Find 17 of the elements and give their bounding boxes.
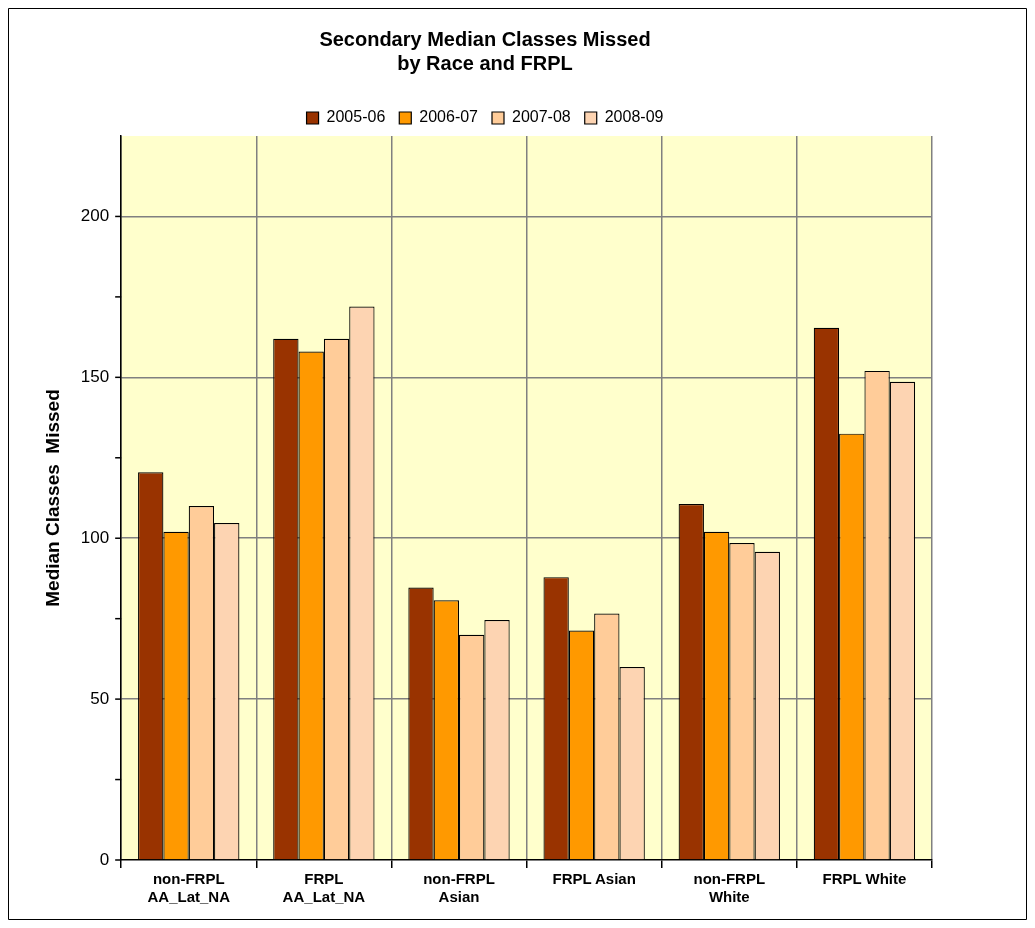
- y-tick-label: 50: [90, 688, 110, 708]
- y-tick-label: 200: [80, 206, 110, 226]
- x-tick-label: non-FRPL Asian: [423, 870, 495, 906]
- y-axis-title: Median Classes Missed: [41, 389, 63, 607]
- y-tick-label: 150: [80, 367, 110, 387]
- legend-label: 2005-06: [326, 108, 386, 126]
- chart-title: Secondary Median Classes Missed by Race and FRPL: [319, 27, 651, 74]
- y-tick-label: 0: [99, 849, 110, 869]
- legend-label: 2008-09: [604, 108, 664, 126]
- x-tick-label: non-FRPL AA_Lat_NA: [147, 870, 231, 906]
- x-tick-label: FRPL White: [822, 870, 907, 888]
- x-tick-label: FRPL Asian: [552, 870, 636, 888]
- legend-label: 2006-07: [419, 108, 479, 126]
- y-tick-label: 100: [80, 527, 110, 547]
- legend-label: 2007-08: [512, 108, 571, 126]
- x-tick-label: FRPL AA_Lat_NA: [282, 870, 366, 906]
- x-tick-label: non-FRPL White: [693, 870, 766, 906]
